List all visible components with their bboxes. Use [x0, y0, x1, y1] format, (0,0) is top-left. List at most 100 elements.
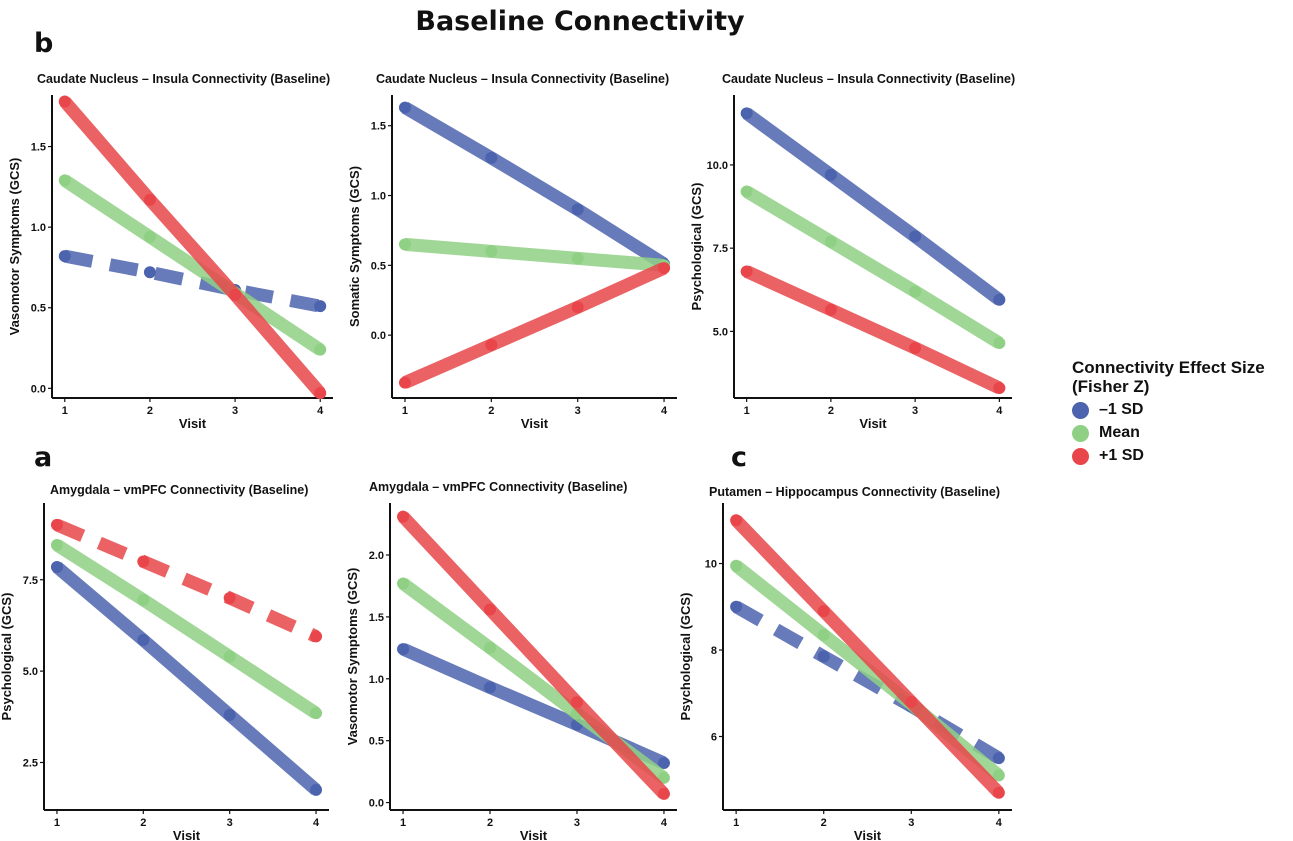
data-point-mean	[740, 185, 753, 198]
data-point-minus1sd	[824, 168, 837, 181]
chart-title: Putamen – Hippocampus Connectivity (Base…	[709, 485, 1000, 499]
x-axis-label: Visit	[521, 416, 549, 431]
series-line-minus1sd	[401, 101, 668, 270]
x-tick-label: 2	[147, 405, 153, 417]
data-point-plus1sd	[570, 696, 583, 709]
data-point-plus1sd	[905, 695, 918, 708]
chart-panel-1: Caudate Nucleus – Insula Connectivity (B…	[7, 72, 333, 431]
y-tick-label: 0.0	[31, 383, 46, 395]
chart-title: Caudate Nucleus – Insula Connectivity (B…	[722, 72, 1015, 86]
data-point-mean	[571, 252, 584, 265]
data-point-mean	[58, 174, 71, 187]
data-point-plus1sd	[223, 592, 236, 605]
data-point-plus1sd	[824, 303, 837, 316]
data-point-mean	[223, 650, 236, 663]
chart-panel-6: Putamen – Hippocampus Connectivity (Base…	[678, 485, 1012, 841]
data-point-plus1sd	[993, 382, 1006, 395]
legend-label-mean: Mean	[1099, 424, 1140, 441]
data-point-minus1sd	[740, 107, 753, 120]
data-point-mean	[909, 285, 922, 298]
data-point-mean	[817, 628, 830, 641]
x-axis-label: Visit	[173, 828, 201, 841]
data-point-mean	[397, 577, 410, 590]
series-line-plus1sd	[398, 512, 669, 799]
legend-item-plus1sd: +1 SD	[1072, 447, 1292, 465]
data-point-minus1sd	[398, 101, 411, 114]
y-axis-label: Psychological (GCS)	[678, 593, 693, 721]
y-tick-label: 0.5	[369, 736, 384, 748]
data-point-plus1sd	[314, 387, 327, 400]
x-tick-label: 4	[661, 405, 668, 417]
y-tick-label: 1.0	[31, 222, 46, 234]
series-line-plus1sd	[54, 518, 319, 643]
data-point-mean	[484, 641, 497, 654]
data-point-minus1sd	[58, 250, 71, 263]
data-point-minus1sd	[397, 643, 410, 656]
data-point-plus1sd	[658, 262, 671, 275]
data-point-mean	[143, 230, 156, 243]
data-point-mean	[992, 769, 1005, 782]
x-axis-label: Visit	[520, 828, 548, 841]
data-point-plus1sd	[310, 630, 323, 643]
y-tick-label: 1.0	[371, 191, 386, 203]
data-point-plus1sd	[817, 605, 830, 618]
data-point-plus1sd	[137, 555, 150, 568]
data-point-mean	[485, 245, 498, 258]
x-tick-label: 2	[828, 405, 834, 417]
x-tick-label: 4	[313, 817, 320, 829]
x-tick-label: 1	[54, 817, 60, 829]
data-point-minus1sd	[993, 293, 1006, 306]
data-point-plus1sd	[730, 514, 743, 527]
series-line-plus1sd	[402, 262, 667, 389]
x-tick-label: 2	[821, 817, 827, 829]
y-tick-label: 1.0	[369, 674, 384, 686]
y-axis-label: Psychological (GCS)	[0, 593, 14, 721]
data-point-mean	[398, 238, 411, 251]
x-tick-label: 3	[574, 817, 580, 829]
data-point-mean	[730, 559, 743, 572]
data-point-minus1sd	[137, 634, 150, 647]
legend-item-minus1sd: –1 SD	[1072, 401, 1292, 419]
legend-label-minus1sd: –1 SD	[1099, 401, 1144, 418]
panel-label-c: c	[731, 442, 748, 473]
data-point-plus1sd	[50, 518, 63, 531]
panel-label-a: a	[34, 442, 53, 473]
series-line-minus1sd	[52, 561, 321, 795]
legend-swatch-minus1sd	[1072, 401, 1089, 419]
x-tick-label: 1	[744, 405, 750, 417]
x-tick-label: 3	[227, 817, 233, 829]
data-point-minus1sd	[571, 203, 584, 216]
data-point-plus1sd	[909, 342, 922, 355]
legend-swatch-mean	[1072, 424, 1089, 442]
y-tick-label: 1.5	[369, 612, 384, 624]
panel-label-b: b	[34, 28, 54, 59]
data-point-plus1sd	[484, 603, 497, 616]
data-point-mean	[314, 343, 327, 356]
data-point-minus1sd	[314, 300, 327, 313]
x-tick-label: 1	[400, 817, 406, 829]
data-point-plus1sd	[992, 786, 1005, 799]
data-point-plus1sd	[397, 510, 410, 523]
x-axis-label: Visit	[859, 416, 887, 431]
y-tick-label: 10	[705, 559, 717, 571]
y-tick-label: 1.5	[31, 142, 46, 154]
data-point-minus1sd	[730, 600, 743, 613]
chart-title: Caudate Nucleus – Insula Connectivity (B…	[37, 72, 330, 86]
series-line-plus1sd	[731, 515, 1004, 798]
x-tick-label: 2	[488, 405, 494, 417]
chart-panel-5: Amygdala – vmPFC Connectivity (Baseline)…	[345, 480, 677, 841]
data-point-mean	[657, 771, 670, 784]
series-line-plus1sd	[743, 265, 1003, 394]
chart-title: Amygdala – vmPFC Connectivity (Baseline)	[369, 480, 627, 494]
y-tick-label: 7.5	[23, 575, 38, 587]
data-point-minus1sd	[223, 708, 236, 721]
series-line-mean	[61, 175, 324, 356]
x-axis-label: Visit	[854, 828, 882, 841]
chart-panel-4: Amygdala – vmPFC Connectivity (Baseline)…	[0, 483, 329, 841]
x-tick-label: 2	[140, 817, 146, 829]
x-tick-label: 1	[733, 817, 739, 829]
data-point-minus1sd	[50, 560, 63, 573]
y-tick-label: 6	[711, 731, 717, 743]
data-point-minus1sd	[484, 681, 497, 694]
